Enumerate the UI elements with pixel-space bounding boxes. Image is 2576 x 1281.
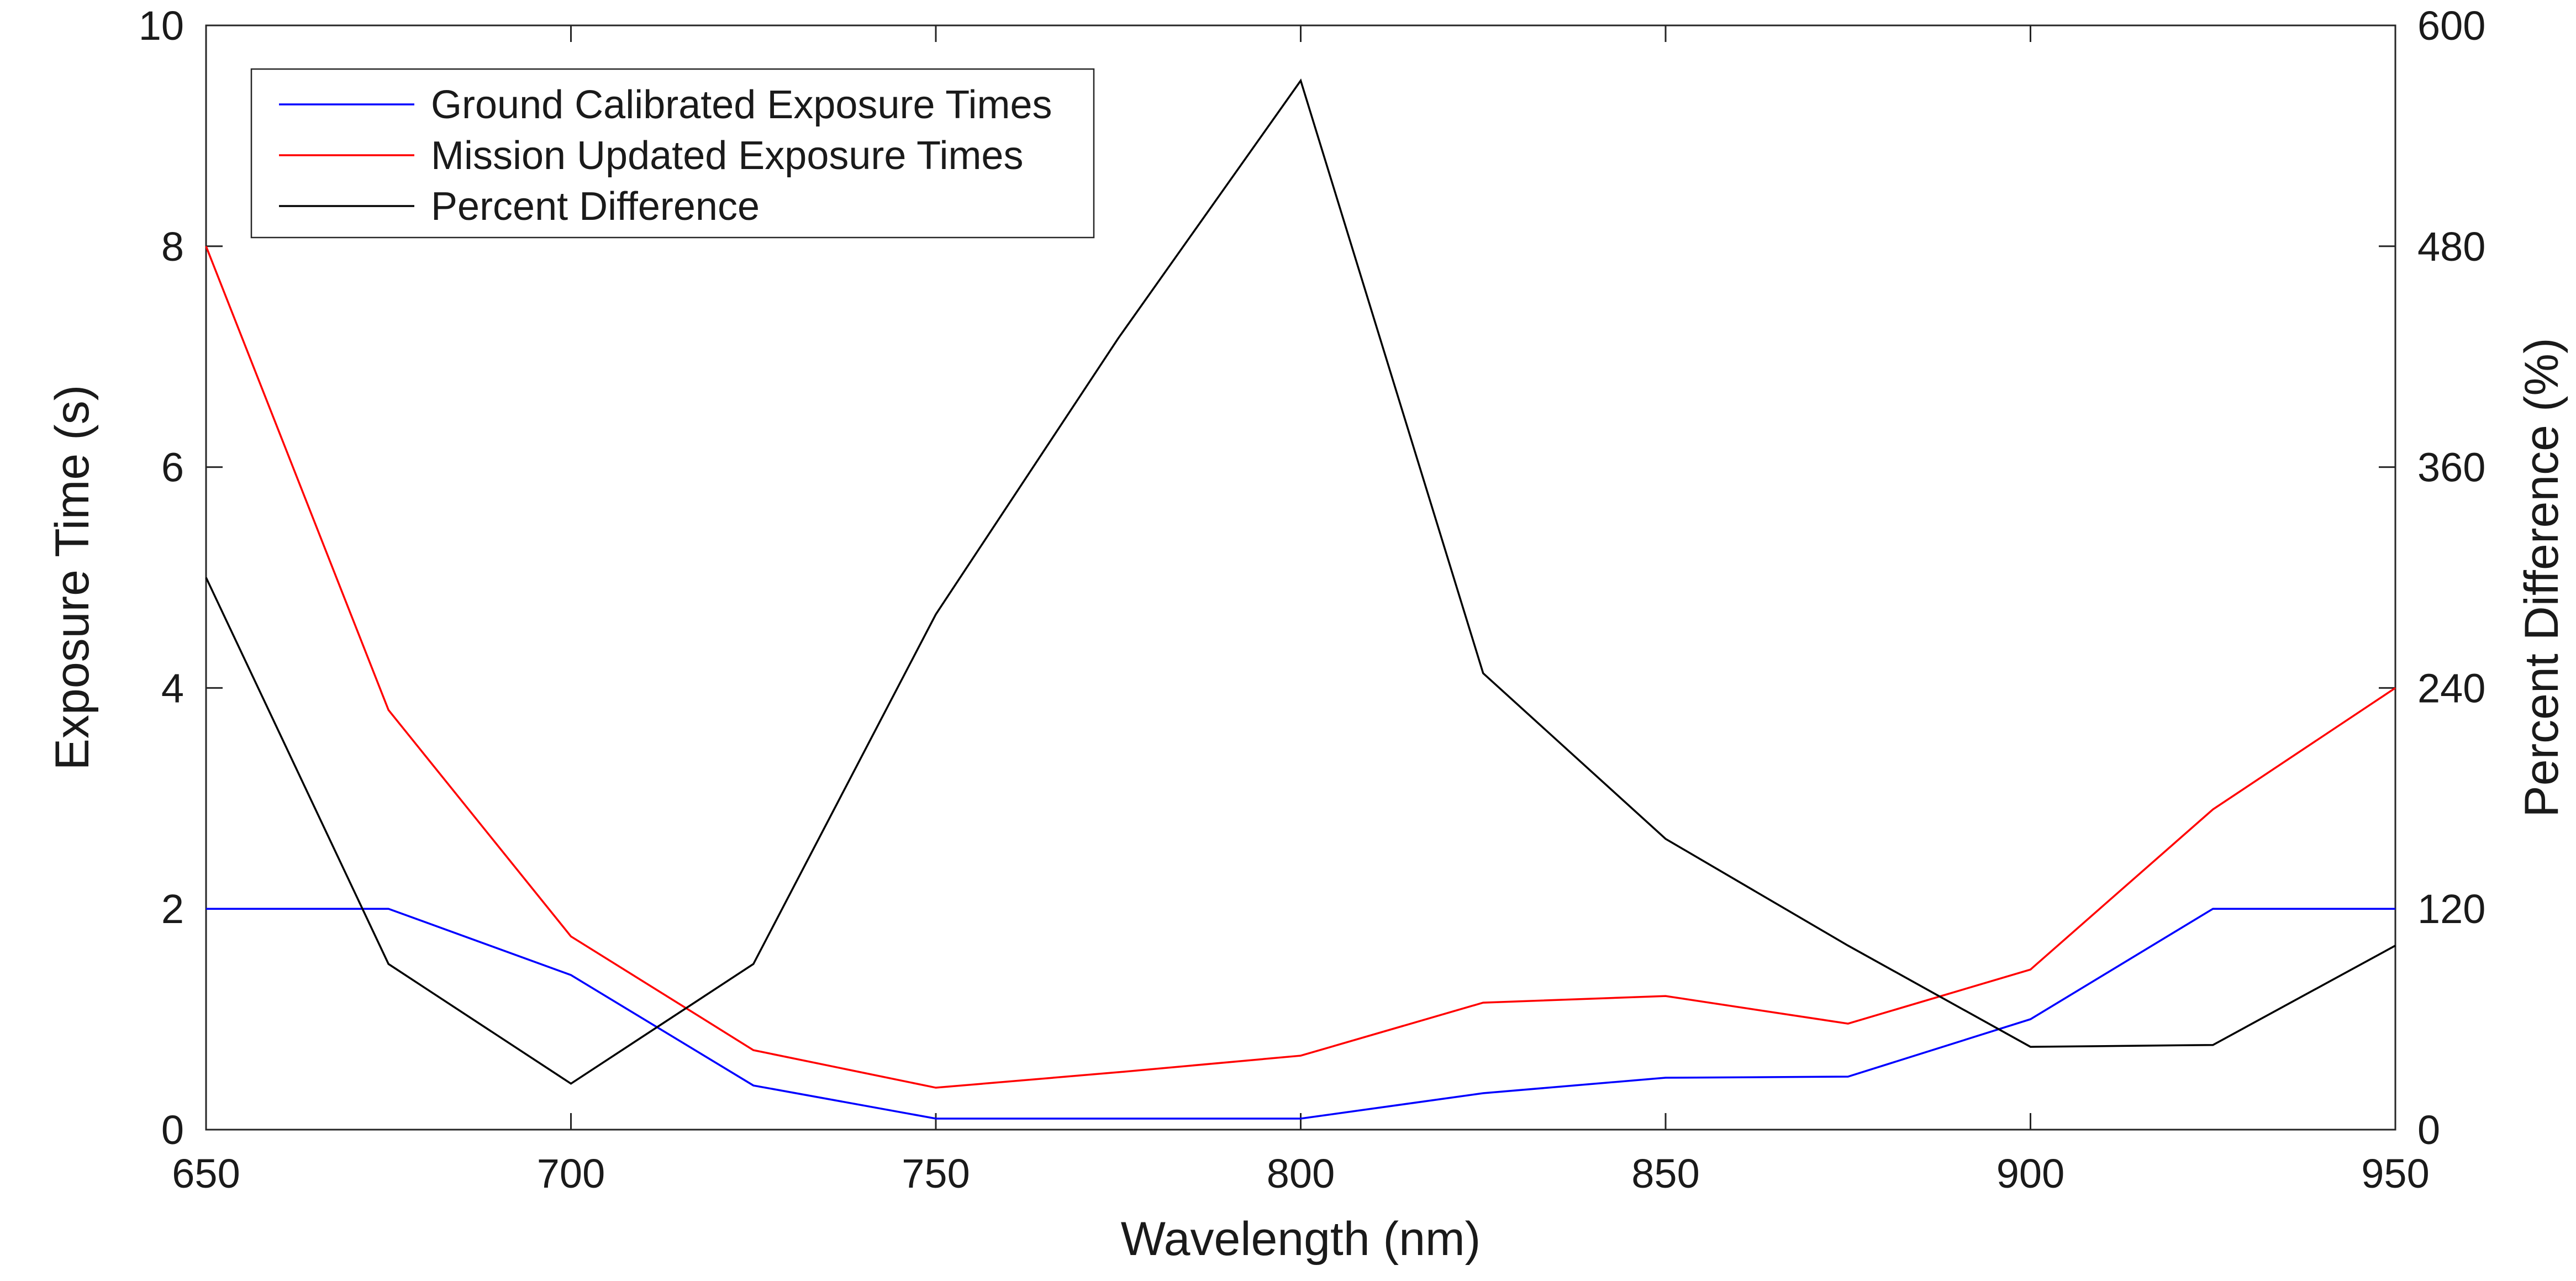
data-point [1482, 672, 1485, 675]
series-line-2 [205, 246, 2396, 1089]
data-point [2211, 808, 2215, 811]
y-tick-label: 4 [161, 665, 184, 711]
data-point [204, 576, 208, 579]
data-point [1846, 1075, 1850, 1078]
y2-tick-label: 480 [2417, 224, 2485, 270]
y2-tick-label: 120 [2417, 886, 2485, 932]
x-tick-label: 800 [1267, 1151, 1335, 1196]
data-point [204, 907, 208, 910]
data-point [1846, 944, 1850, 947]
legend-label-1: Ground Calibrated Exposure Times [431, 83, 1052, 127]
data-point [752, 1084, 755, 1087]
ticks: 650 700 750 800 850 900 9500246810012024036048… [139, 3, 2486, 1196]
data-point [2394, 944, 2397, 947]
data-point [934, 1086, 937, 1089]
data-point [387, 962, 390, 966]
data-point [1482, 1001, 1485, 1004]
data-point [2029, 968, 2032, 971]
data-point [1299, 1054, 1303, 1057]
data-point [2394, 907, 2397, 910]
y2-tick-label: 360 [2417, 445, 2485, 491]
data-point [1116, 1071, 1120, 1074]
legend-label-3: Percent Difference [431, 184, 760, 229]
y-tick-label: 10 [139, 3, 184, 49]
data-point [934, 613, 937, 616]
y-tick-label: 6 [161, 445, 184, 491]
y2-tick-label: 600 [2417, 3, 2485, 49]
series-line-1 [206, 908, 2395, 1120]
y-tick-label: 2 [161, 886, 184, 932]
y2-axis-label: Percent Difference (%) [2515, 338, 2568, 817]
x-tick-label: 900 [1996, 1151, 2064, 1196]
data-point [752, 962, 755, 966]
data-point [2029, 1045, 2032, 1048]
data-point [2211, 907, 2215, 910]
x-tick-label: 950 [2361, 1151, 2429, 1196]
x-tick-label: 650 [172, 1151, 240, 1196]
y2-tick-label: 240 [2417, 665, 2485, 711]
axis-labels: Wavelength (nm) Exposure Time (s) Percent … [46, 338, 2568, 1266]
x-axis-label: Wavelength (nm) [1121, 1213, 1481, 1266]
data-point [1299, 79, 1303, 82]
data-point [1116, 1117, 1120, 1120]
x-tick-label: 750 [902, 1151, 970, 1196]
data-point [204, 245, 208, 248]
data-point [387, 708, 390, 711]
data-point [1482, 1092, 1485, 1095]
data-point [570, 1082, 573, 1085]
legend: Ground Calibrated Exposure Times Mission … [250, 68, 1095, 239]
data-point [1846, 1022, 1850, 1025]
legend-label-2: Mission Updated Exposure Times [431, 134, 1023, 178]
data-point [570, 935, 573, 938]
x-tick-label: 700 [537, 1151, 605, 1196]
series-line-3 [205, 78, 2396, 1085]
x-tick-label: 850 [1631, 1151, 1699, 1196]
data-point [752, 1048, 755, 1052]
legend-box [250, 68, 1095, 239]
series-lines [204, 78, 2397, 1120]
y-axis-label: Exposure Time (s) [46, 385, 99, 771]
data-point [1664, 1076, 1667, 1079]
data-point [387, 907, 390, 910]
data-point [2394, 686, 2397, 689]
y2-tick-label: 0 [2417, 1107, 2440, 1153]
data-point [934, 1117, 937, 1120]
data-point [1299, 1117, 1303, 1120]
data-point [1664, 837, 1667, 841]
data-point [2029, 1018, 2032, 1021]
data-point [570, 973, 573, 977]
data-point [2211, 1043, 2215, 1047]
y-tick-label: 0 [161, 1107, 184, 1153]
data-point [1116, 336, 1120, 340]
data-point [1664, 994, 1667, 998]
y-tick-label: 8 [161, 224, 184, 270]
